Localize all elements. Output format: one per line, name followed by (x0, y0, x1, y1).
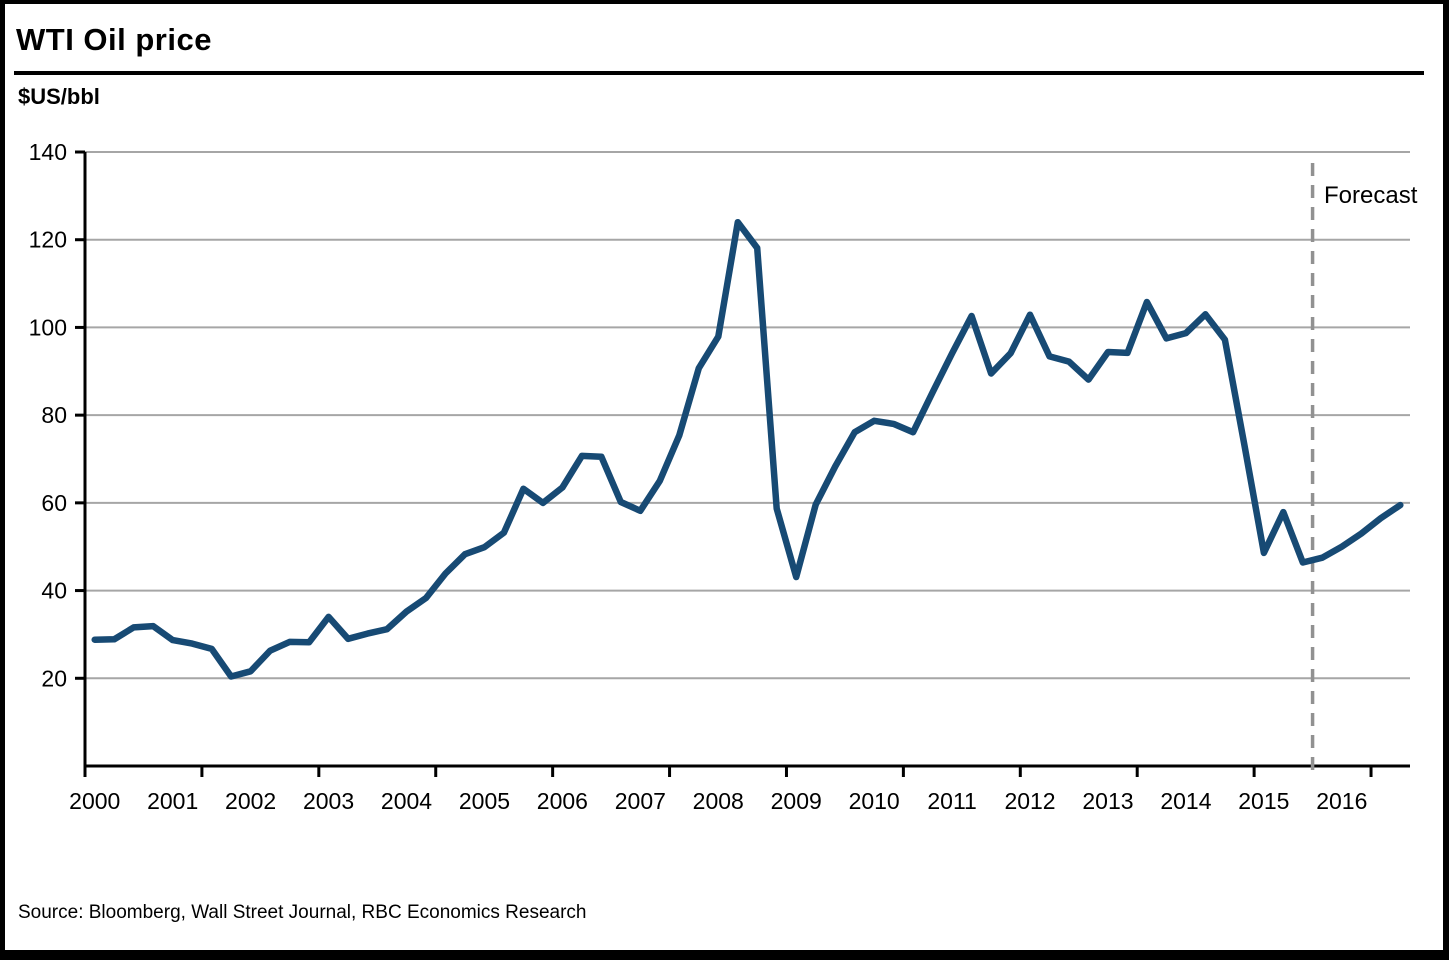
y-tick-label: 120 (29, 227, 67, 253)
y-tick-label: 140 (29, 139, 67, 165)
x-tick-label: 2010 (849, 788, 900, 814)
y-tick-label: 40 (41, 578, 67, 604)
x-tick-label: 2014 (1160, 788, 1211, 814)
axes (75, 150, 1410, 777)
y-tick-labels: 20 40 60 80 100 120 140 (29, 139, 67, 691)
x-tick-label: 2006 (537, 788, 588, 814)
forecast-annotation: Forecast (1324, 182, 1418, 209)
y-tick-label: 100 (29, 314, 67, 340)
y-tick-label: 60 (41, 490, 67, 516)
x-tick-label: 2009 (771, 788, 822, 814)
y-axis-units-label: $US/bbl (18, 84, 100, 109)
x-tick-label: 2001 (147, 788, 198, 814)
source-note: Source: Bloomberg, Wall Street Journal, … (18, 902, 587, 923)
x-tick-label: 2007 (615, 788, 666, 814)
x-tick-label: 2011 (927, 788, 976, 814)
x-tick-label: 2003 (303, 788, 354, 814)
x-tick-label: 2008 (693, 788, 744, 814)
x-tick-label: 2013 (1082, 788, 1133, 814)
x-tick-label: 2012 (1004, 788, 1055, 814)
chart-title: WTI Oil price (16, 22, 212, 57)
price-line-path (91, 218, 1404, 680)
y-tick-label: 80 (41, 402, 67, 428)
x-tick-label: 2000 (69, 788, 120, 814)
title-rule (14, 71, 1424, 75)
x-tick-label: 2004 (381, 788, 432, 814)
price-line (91, 218, 1404, 680)
x-tick-label: 2002 (225, 788, 276, 814)
y-tick-label: 20 (41, 665, 67, 691)
x-tick-label: 2016 (1316, 788, 1367, 814)
x-tick-label: 2015 (1238, 788, 1289, 814)
x-tick-label: 2005 (459, 788, 510, 814)
x-tick-labels: 2000 2001 2002 2003 2004 2005 2006 2007 2008 2009… (69, 788, 1367, 814)
